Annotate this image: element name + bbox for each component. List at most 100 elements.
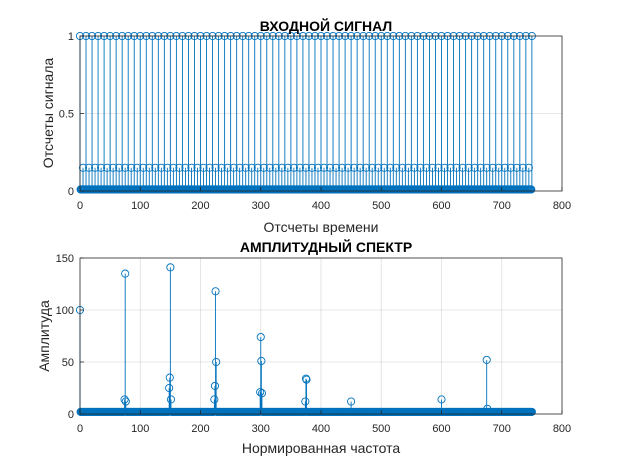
input-signal-stem-marker [446, 163, 455, 172]
input-signal-stem-marker [205, 163, 214, 172]
amplitude-spectrum-stem-marker [302, 375, 311, 384]
amplitude-spectrum-stem-marker [120, 395, 129, 404]
amplitude-spectrum-xtick-label: 600 [432, 423, 450, 435]
amplitude-spectrum-stem-marker [121, 269, 130, 278]
input-signal-xtick-label: 300 [252, 200, 270, 212]
input-signal-xtick-label: 0 [77, 200, 83, 212]
input-signal-stem-marker [482, 163, 491, 172]
amplitude-spectrum-xtick-label: 400 [312, 423, 330, 435]
input-signal-stem-marker [181, 163, 190, 172]
input-signal-stem-marker [187, 163, 196, 172]
input-signal-stem-marker [295, 163, 304, 172]
input-signal-stem-marker [145, 163, 154, 172]
input-signal-ytick-label: 0 [68, 186, 74, 198]
input-signal-stem-marker [386, 163, 395, 172]
input-signal-stem-marker [157, 163, 166, 172]
input-signal-stem-marker [476, 163, 485, 172]
input-signal-stem-marker [97, 163, 106, 172]
amplitude-spectrum-axes: 0 100 200 300 400 500 600 700 800 0 50 100 150 АМПЛИ… [36, 238, 571, 456]
amplitude-spectrum-stem-marker [166, 263, 175, 272]
input-signal-stem-marker [332, 163, 341, 172]
input-signal-xtick-label: 400 [312, 200, 330, 212]
input-signal-xtick-label: 600 [432, 200, 450, 212]
input-signal-stem-marker [199, 163, 208, 172]
input-signal-stem-marker [325, 163, 335, 172]
input-signal-stem-marker [84, 163, 94, 172]
input-signal-stem-marker [127, 163, 136, 172]
input-signal-stem-marker [217, 163, 226, 172]
input-signal-ticks: 0 100 200 300 400 500 600 700 800 0 0.5 1 [59, 31, 571, 212]
input-signal-ylabel: Отсчеты сигнала [40, 58, 56, 169]
amplitude-spectrum-stem-marker [437, 395, 446, 404]
amplitude-spectrum-stem-marker [257, 389, 267, 398]
input-signal-axes: 0 100 200 300 400 500 600 700 800 0 0.5 1 ВХОДНОЙ С… [40, 17, 571, 235]
input-signal-stem-marker [344, 163, 353, 172]
input-signal-stem-marker [121, 163, 130, 172]
input-signal-stem-marker [506, 163, 515, 172]
amplitude-spectrum-ytick-label: 0 [68, 409, 74, 421]
input-signal-stem-marker [350, 163, 359, 172]
amplitude-spectrum-title: АМПЛИТУДНЫЙ СПЕКТР [240, 238, 412, 255]
input-signal-stem-marker [151, 163, 160, 172]
amplitude-spectrum-stem-marker [210, 381, 220, 390]
amplitude-spectrum-xtick-label: 200 [191, 423, 209, 435]
amplitude-spectrum-stem-marker [301, 397, 310, 406]
input-signal-stem-marker [398, 163, 407, 172]
amplitude-spectrum-stem-marker [482, 355, 491, 364]
input-signal-title: ВХОДНОЙ СИГНАЛ [260, 17, 393, 34]
amplitude-spectrum-xtick-label: 700 [493, 423, 511, 435]
input-signal-stem-marker [458, 163, 467, 172]
input-signal-stem-marker [163, 163, 172, 172]
input-signal-stem-marker [139, 163, 148, 172]
input-signal-stem-marker [277, 163, 286, 172]
input-signal-stem-marker [313, 163, 323, 172]
amplitude-spectrum-xtick-label: 100 [131, 423, 149, 435]
input-signal-stem-marker [283, 163, 292, 172]
input-signal-stem-marker [434, 163, 443, 172]
input-signal-xtick-label: 500 [372, 200, 390, 212]
amplitude-spectrum-xtick-label: 800 [553, 423, 571, 435]
input-signal-xlabel: Отсчеты времени [264, 219, 379, 235]
amplitude-spectrum-plot-area [80, 258, 562, 414]
input-signal-xtick-label: 100 [131, 200, 149, 212]
input-signal-ytick-label: 1 [68, 31, 74, 43]
input-signal-stem-marker [524, 163, 533, 172]
input-signal-stem-marker [235, 163, 244, 172]
amplitude-spectrum-ylabel: Амплитуда [36, 300, 52, 372]
amplitude-spectrum-xlabel: Нормированная частота [242, 440, 401, 456]
input-signal-stem-marker [253, 163, 262, 172]
input-signal-stem-marker [193, 163, 202, 172]
amplitude-spectrum-ytick-label: 150 [56, 253, 74, 265]
amplitude-spectrum-stem-marker [212, 357, 221, 367]
input-signal-stem-marker [464, 163, 473, 172]
input-signal-stem-marker [494, 163, 503, 172]
input-signal-ytick-label: 0.5 [59, 109, 74, 121]
input-signal-stem-marker [271, 163, 280, 172]
input-signal-stem-marker [133, 163, 142, 172]
input-signal-stem-marker [422, 163, 431, 172]
amplitude-spectrum-stem-marker [165, 373, 174, 382]
amplitude-spectrum-stem-marker [301, 374, 310, 383]
input-signal-stem-marker [404, 163, 413, 172]
input-signal-stem-marker [488, 163, 497, 172]
input-signal-stem-marker [115, 163, 124, 172]
amplitude-spectrum-stem-marker [165, 383, 174, 393]
input-signal-stem-marker [338, 163, 347, 172]
input-signal-stem-marker [380, 163, 389, 172]
input-signal-stem-marker [500, 163, 509, 172]
input-signal-stem-marker [301, 163, 310, 172]
input-signal-stem-marker [356, 163, 365, 172]
input-signal-stem-marker [416, 163, 425, 172]
input-signal-stem-marker [470, 163, 479, 172]
input-signal-stem-marker [169, 163, 178, 172]
input-signal-stem-marker [211, 163, 220, 172]
input-signal-stem-marker [452, 163, 461, 172]
amplitude-spectrum-stem-marker [121, 397, 130, 406]
input-signal-xtick-label: 700 [493, 200, 511, 212]
input-signal-stem-marker [518, 163, 527, 172]
input-signal-stem-marker [223, 163, 232, 172]
input-signal-stem-marker [428, 163, 437, 172]
amplitude-spectrum-stem-marker [256, 332, 265, 342]
input-signal-stem-marker [229, 163, 238, 172]
